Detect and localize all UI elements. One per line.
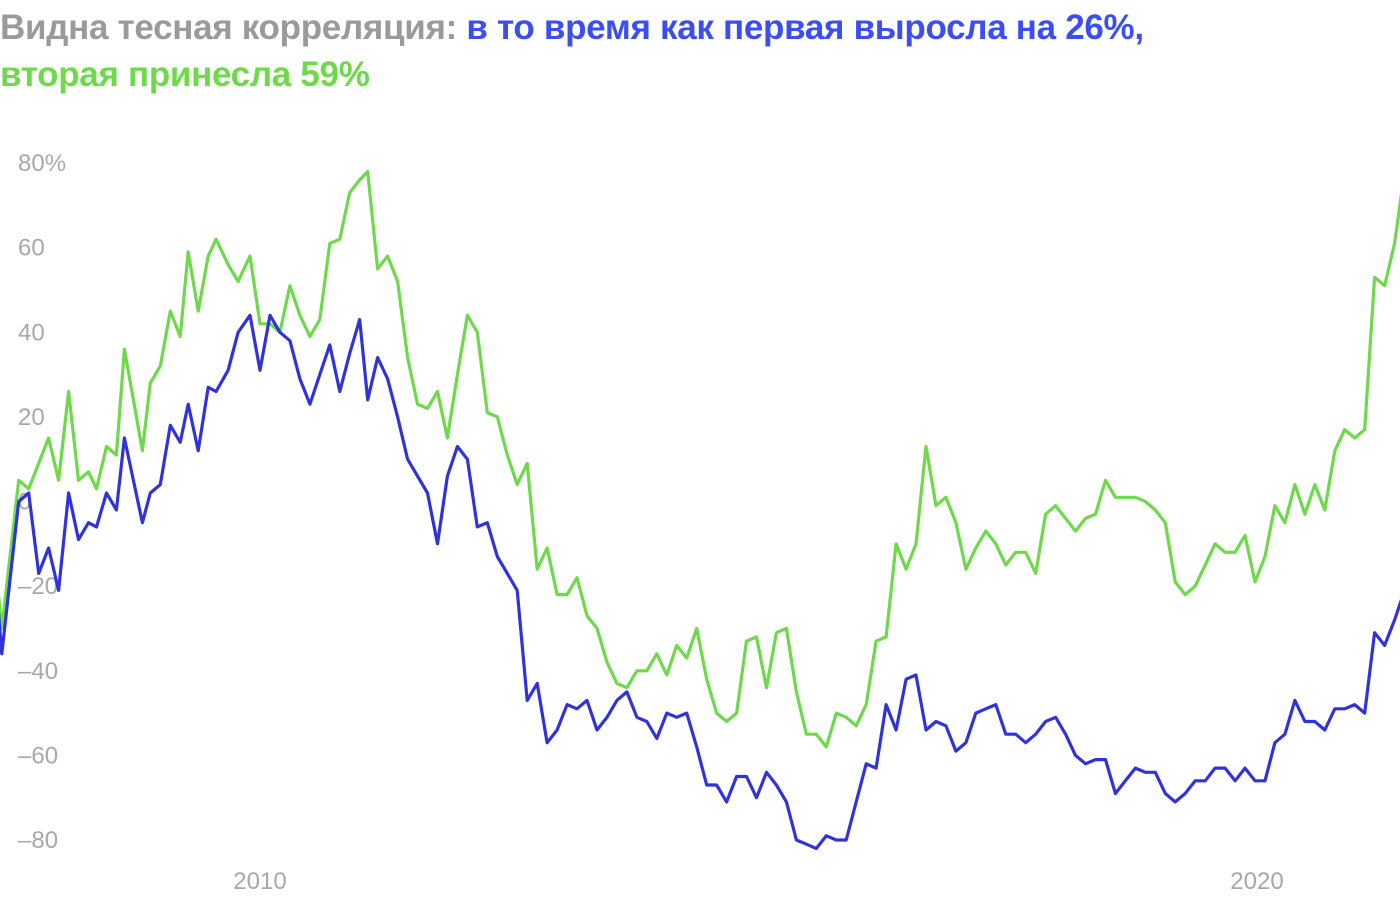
y-tick-label: –60 xyxy=(18,742,58,769)
y-tick-label: 20 xyxy=(18,404,45,431)
title-part-first-series: в то время как первая выросла на 26%, xyxy=(466,8,1144,47)
series-line-1 xyxy=(0,169,1400,749)
x-tick-label: 2010 xyxy=(233,868,286,895)
y-tick-label: 40 xyxy=(18,319,45,346)
chart-title: Видна тесная корреляция: в то время как … xyxy=(0,4,1400,98)
y-tick-label: 60 xyxy=(18,235,45,262)
y-tick-label: –40 xyxy=(18,658,58,685)
series-layer xyxy=(0,169,1400,851)
y-tick-label: –80 xyxy=(18,827,58,854)
x-axis: 2010 2020 xyxy=(233,868,1283,895)
title-part-second-series: вторая принесла 59% xyxy=(0,55,370,94)
x-tick-label: 2020 xyxy=(1230,868,1283,895)
y-tick-label: –20 xyxy=(18,573,58,600)
y-tick-label: 80% xyxy=(18,150,66,177)
title-part-intro: Видна тесная корреляция: xyxy=(0,8,467,47)
series-line-2 xyxy=(0,313,1400,851)
